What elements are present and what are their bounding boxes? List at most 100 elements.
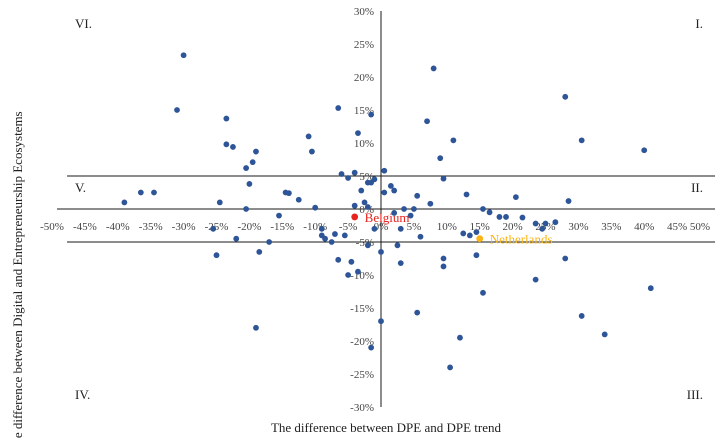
- x-tick-label: -20%: [237, 221, 261, 233]
- data-point: [256, 249, 263, 255]
- data-point: [309, 148, 315, 155]
- y-tick-label: -25%: [350, 369, 374, 381]
- data-point: [368, 344, 375, 351]
- x-axis-title: The difference between DPE and DPE trend: [271, 420, 502, 435]
- data-point: [285, 190, 292, 197]
- data-point: [355, 268, 361, 275]
- data-point: [394, 242, 401, 249]
- data-point: [233, 235, 240, 242]
- data-point: [180, 52, 187, 59]
- data-point: [562, 93, 569, 100]
- data-point: [466, 232, 473, 239]
- data-point: [210, 225, 217, 232]
- x-tick-label: 20%: [503, 221, 523, 233]
- data-point: [463, 191, 470, 198]
- data-point: [562, 255, 569, 262]
- reference-lines: [67, 175, 715, 243]
- data-point: [338, 171, 345, 177]
- x-tick-label: -25%: [205, 221, 229, 233]
- data-point: [519, 214, 526, 221]
- data-point: [335, 105, 342, 111]
- data-point: [641, 147, 648, 154]
- x-tick-labels: -50% -45% -40% -35% -30% -25% -20% -15% -10% -5% 0…: [40, 221, 710, 233]
- data-point: [345, 272, 351, 278]
- quadrant-labels: VI. I. V. II. IV. III.: [75, 16, 703, 402]
- data-point: [473, 229, 480, 236]
- data-point: [368, 111, 375, 118]
- x-tick-label: 40%: [634, 221, 654, 233]
- data-point: [243, 206, 250, 212]
- data-point: [351, 202, 358, 209]
- y-tick-label: -10%: [350, 270, 374, 282]
- x-tick-label: -35%: [139, 221, 163, 233]
- x-tick-label: -5%: [339, 221, 357, 233]
- quadrant-label-v: V.: [75, 180, 86, 195]
- x-tick-label: 0%: [374, 221, 389, 233]
- data-point: [401, 206, 407, 212]
- data-point: [121, 199, 128, 206]
- data-point: [427, 200, 434, 207]
- data-point: [276, 212, 282, 219]
- data-point: [223, 115, 230, 122]
- data-point: [447, 364, 453, 371]
- data-point: [318, 232, 325, 239]
- data-point: [397, 225, 404, 232]
- data-point: [460, 230, 467, 237]
- x-tick-label: -45%: [73, 221, 97, 233]
- x-tick-label: -50%: [40, 221, 64, 233]
- data-point: [266, 239, 273, 245]
- data-point: [480, 206, 486, 212]
- data-point: [440, 175, 447, 182]
- data-point: [332, 231, 338, 237]
- data-point: [295, 196, 302, 203]
- data-point: [578, 313, 585, 319]
- y-tick-label: -5%: [356, 237, 374, 249]
- data-point: [473, 252, 480, 259]
- y-tick-label: 30%: [354, 6, 374, 18]
- data-point: [174, 107, 180, 113]
- data-point: [358, 187, 365, 194]
- data-point: [243, 165, 250, 171]
- y-tick-label: 20%: [354, 72, 374, 84]
- data-point: [328, 239, 335, 245]
- data-point: [246, 181, 253, 187]
- y-tick-label: -30%: [350, 402, 374, 414]
- data-point: [387, 183, 394, 189]
- data-point: [355, 130, 361, 137]
- data-point: [371, 225, 378, 232]
- data-point: [151, 189, 157, 196]
- data-point: [213, 252, 220, 259]
- x-tick-label: 35%: [601, 221, 621, 233]
- data-point: [532, 276, 539, 283]
- data-point: [414, 309, 421, 316]
- highlight-point-belgium: [351, 213, 359, 221]
- y-tick-label: -15%: [350, 303, 374, 315]
- data-point: [216, 199, 223, 206]
- x-tick-label: -40%: [106, 221, 130, 233]
- x-tick-label: -30%: [172, 221, 196, 233]
- data-point: [223, 141, 230, 148]
- data-point: [381, 167, 388, 174]
- data-point: [417, 233, 424, 240]
- x-tick-label: 15%: [470, 221, 490, 233]
- data-point: [391, 210, 398, 216]
- data-point: [378, 318, 384, 325]
- data-point: [341, 232, 348, 239]
- x-tick-label: 10%: [437, 221, 457, 233]
- data-point: [486, 209, 493, 216]
- data-point: [440, 263, 447, 270]
- data-point: [351, 169, 358, 176]
- quadrant-label-ii: II.: [691, 180, 703, 195]
- quadrant-label-i: I.: [695, 16, 703, 31]
- data-point: [230, 144, 236, 150]
- data-point: [364, 204, 371, 210]
- data-point: [578, 137, 585, 144]
- data-point: [647, 285, 654, 292]
- data-point: [440, 255, 447, 262]
- y-tick-labels: 30%25%20%15%10%5%0%-5%-10%-15%-20%-25%-3…: [350, 6, 374, 414]
- data-point: [397, 260, 404, 267]
- data-point: [424, 118, 430, 125]
- highlighted-points: Belgium Netherlands: [351, 210, 553, 247]
- x-tick-label: 30%: [568, 221, 588, 233]
